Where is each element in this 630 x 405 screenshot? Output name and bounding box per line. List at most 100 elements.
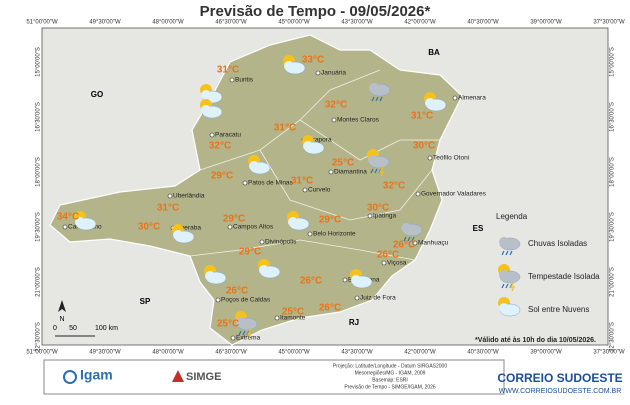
city-name: Diamantina [334, 169, 367, 176]
temperature: 31°C [411, 111, 433, 122]
bolt [246, 328, 252, 339]
city-name: Almenara [458, 95, 486, 102]
city: Belo Horizonte 29°C [287, 211, 356, 238]
city: Almenara 31°C [411, 92, 486, 122]
city-dot [167, 193, 173, 199]
cloud [499, 237, 509, 247]
projection-info: Mesorregiões/MG - IGAM, 2009 [355, 370, 426, 376]
lon-label-bottom: 48°00'00"W [152, 350, 184, 356]
lat-label-left: 19°30'00"S [36, 212, 42, 242]
bolt [378, 166, 384, 177]
lon-label-bottom: 45°00'00"W [278, 350, 310, 356]
temperature: 31°C [291, 176, 313, 187]
lon-label-top: 40°30'00"W [467, 20, 499, 26]
lat-label-right: 19°30'00"S [610, 212, 616, 242]
temperature: 32°C [209, 141, 231, 152]
temperature: 31°C [217, 65, 239, 76]
lon-label-bottom: 42°00'00"W [404, 350, 436, 356]
note: *Válido até às 10h do dia 10/05/2026. [475, 337, 596, 344]
rain [374, 168, 378, 174]
city-name: Ipatinga [373, 213, 397, 220]
rain [411, 236, 415, 242]
cloud [425, 98, 435, 108]
city-dot [242, 180, 248, 186]
city-name: Paracatu [215, 132, 241, 139]
temperature: 26°C [377, 250, 399, 261]
north-arrow [58, 300, 66, 312]
cloud [401, 223, 411, 233]
city: Extrema 25°C [217, 311, 261, 342]
city-name: Itamonte [280, 315, 306, 322]
temperature: 31°C [274, 123, 296, 134]
lat-label-right: 15°00'00"S [610, 47, 616, 77]
cloud [201, 105, 211, 115]
cloud [205, 271, 215, 281]
rain [242, 330, 246, 336]
city: Governador Valadares 32°C [383, 181, 487, 198]
lon-label-bottom: 43°30'00"W [341, 350, 373, 356]
lat-label-left: 22°30'00"S [36, 322, 42, 352]
city-name: Campos Altos [233, 224, 274, 231]
city-name: Viçosa [387, 260, 407, 267]
rain [407, 236, 411, 242]
temperature: 29°C [211, 171, 233, 182]
city-dot [415, 191, 421, 197]
lon-label-bottom: 51°00'00"W [26, 350, 58, 356]
temperature: 30°C [138, 222, 160, 233]
rain [375, 96, 379, 102]
city: Uberaba 30°C [138, 222, 201, 244]
city-name: Manhuaçu [418, 240, 449, 247]
city-dot [328, 169, 334, 175]
rain [501, 250, 505, 256]
city-dot [381, 260, 387, 266]
city-dot [452, 95, 458, 101]
lon-label-top: 51°00'00"W [26, 20, 58, 26]
projection-info: Basemap: ESRI [372, 377, 408, 383]
rain [370, 168, 374, 174]
title: Previsão de Tempo - 09/05/2026* [200, 3, 431, 20]
temperature: 25°C [282, 307, 304, 318]
lon-label-bottom: 46°30'00"W [215, 350, 247, 356]
lon-label-top: 46°30'00"W [215, 20, 247, 26]
temperature: 32°C [325, 100, 347, 111]
city-name: Governador Valadares [421, 191, 487, 198]
city: Paracatu 32°C [200, 99, 241, 152]
city-name: Januária [321, 70, 346, 77]
cloud [75, 217, 85, 227]
city-dot [209, 132, 215, 138]
lon-label-bottom: 49°30'00"W [89, 350, 121, 356]
legend-item: Sol entre Nuvens [498, 297, 589, 317]
lon-label-top: 48°00'00"W [152, 20, 184, 26]
city: Juiz de Fora 26°C [319, 295, 396, 314]
city-dot [315, 70, 321, 76]
cloud [499, 270, 509, 280]
cloud [259, 265, 269, 275]
temperature: 33°C [302, 55, 324, 66]
city-dot [342, 277, 348, 283]
cloud [499, 303, 509, 313]
city-name: Buritis [235, 77, 254, 84]
lon-label-bottom: 40°30'00"W [467, 350, 499, 356]
city-name: Patos de Minas [248, 180, 294, 187]
north: N [59, 316, 64, 323]
city-dot [302, 187, 308, 193]
lat-label-left: 21°00'00"S [36, 267, 42, 297]
scale-label: 50 [69, 325, 77, 332]
lon-label-top: 42°00'00"W [404, 20, 436, 26]
city-name: Pirapora [307, 137, 332, 144]
cloud [201, 90, 211, 100]
rain [238, 330, 242, 336]
temperature: 26°C [393, 240, 415, 251]
cloud [303, 141, 313, 151]
cloud [288, 217, 298, 227]
city-name: Divinópolis [265, 239, 297, 246]
temperature: 32°C [383, 181, 405, 192]
state-label: GO [91, 90, 103, 99]
simge: SIMGE [186, 371, 221, 383]
scale-label: 0 [53, 325, 57, 332]
